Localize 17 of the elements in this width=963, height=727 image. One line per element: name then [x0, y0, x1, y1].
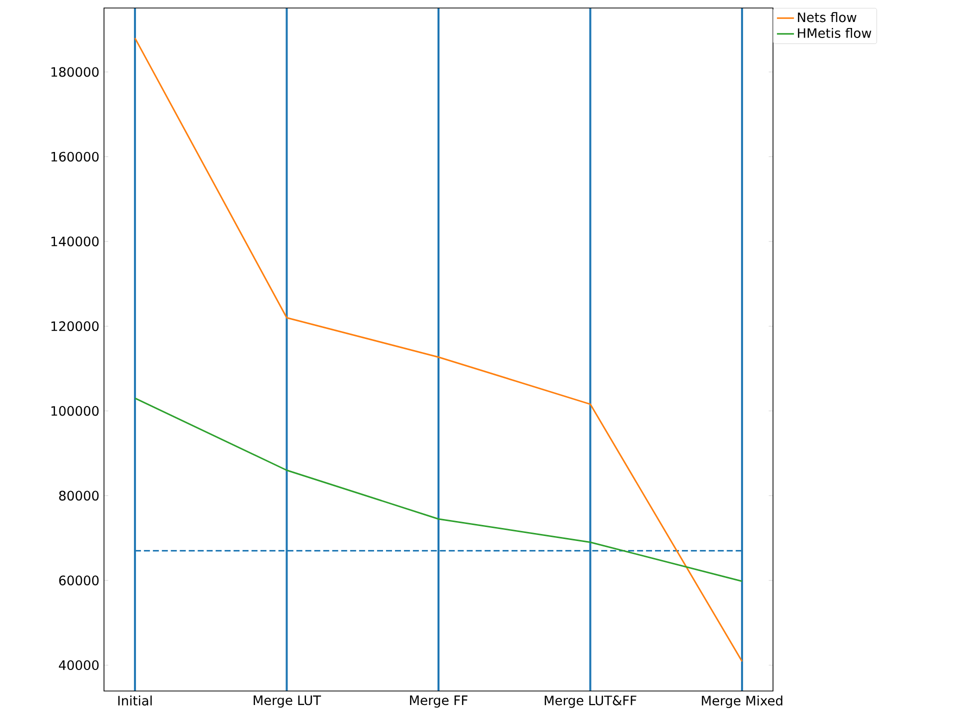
- x-tick-label: Merge LUT&FF: [544, 696, 636, 708]
- x-tick-label: Merge Mixed: [702, 696, 782, 708]
- y-tick-label: 80000: [59, 490, 99, 501]
- y-tick-label: 180000: [51, 67, 99, 77]
- y-tick-label: 140000: [51, 236, 99, 246]
- x-tick-label: Merge FF: [410, 696, 468, 708]
- y-tick-label: 160000: [51, 152, 99, 162]
- x-tick-label: Initial: [118, 696, 152, 706]
- y-tick-label: 120000: [51, 321, 99, 332]
- legend-label: Nets flow: [798, 12, 856, 22]
- y-tick-label: 40000: [58, 660, 99, 670]
- legend-label: HMetis flow: [798, 28, 872, 38]
- line-series: [134, 397, 743, 582]
- x-tick-label: Merge LUT: [254, 696, 322, 708]
- y-tick-label: 100000: [51, 406, 99, 416]
- y-tick-label: 60000: [59, 576, 99, 586]
- line-series: [134, 37, 743, 662]
